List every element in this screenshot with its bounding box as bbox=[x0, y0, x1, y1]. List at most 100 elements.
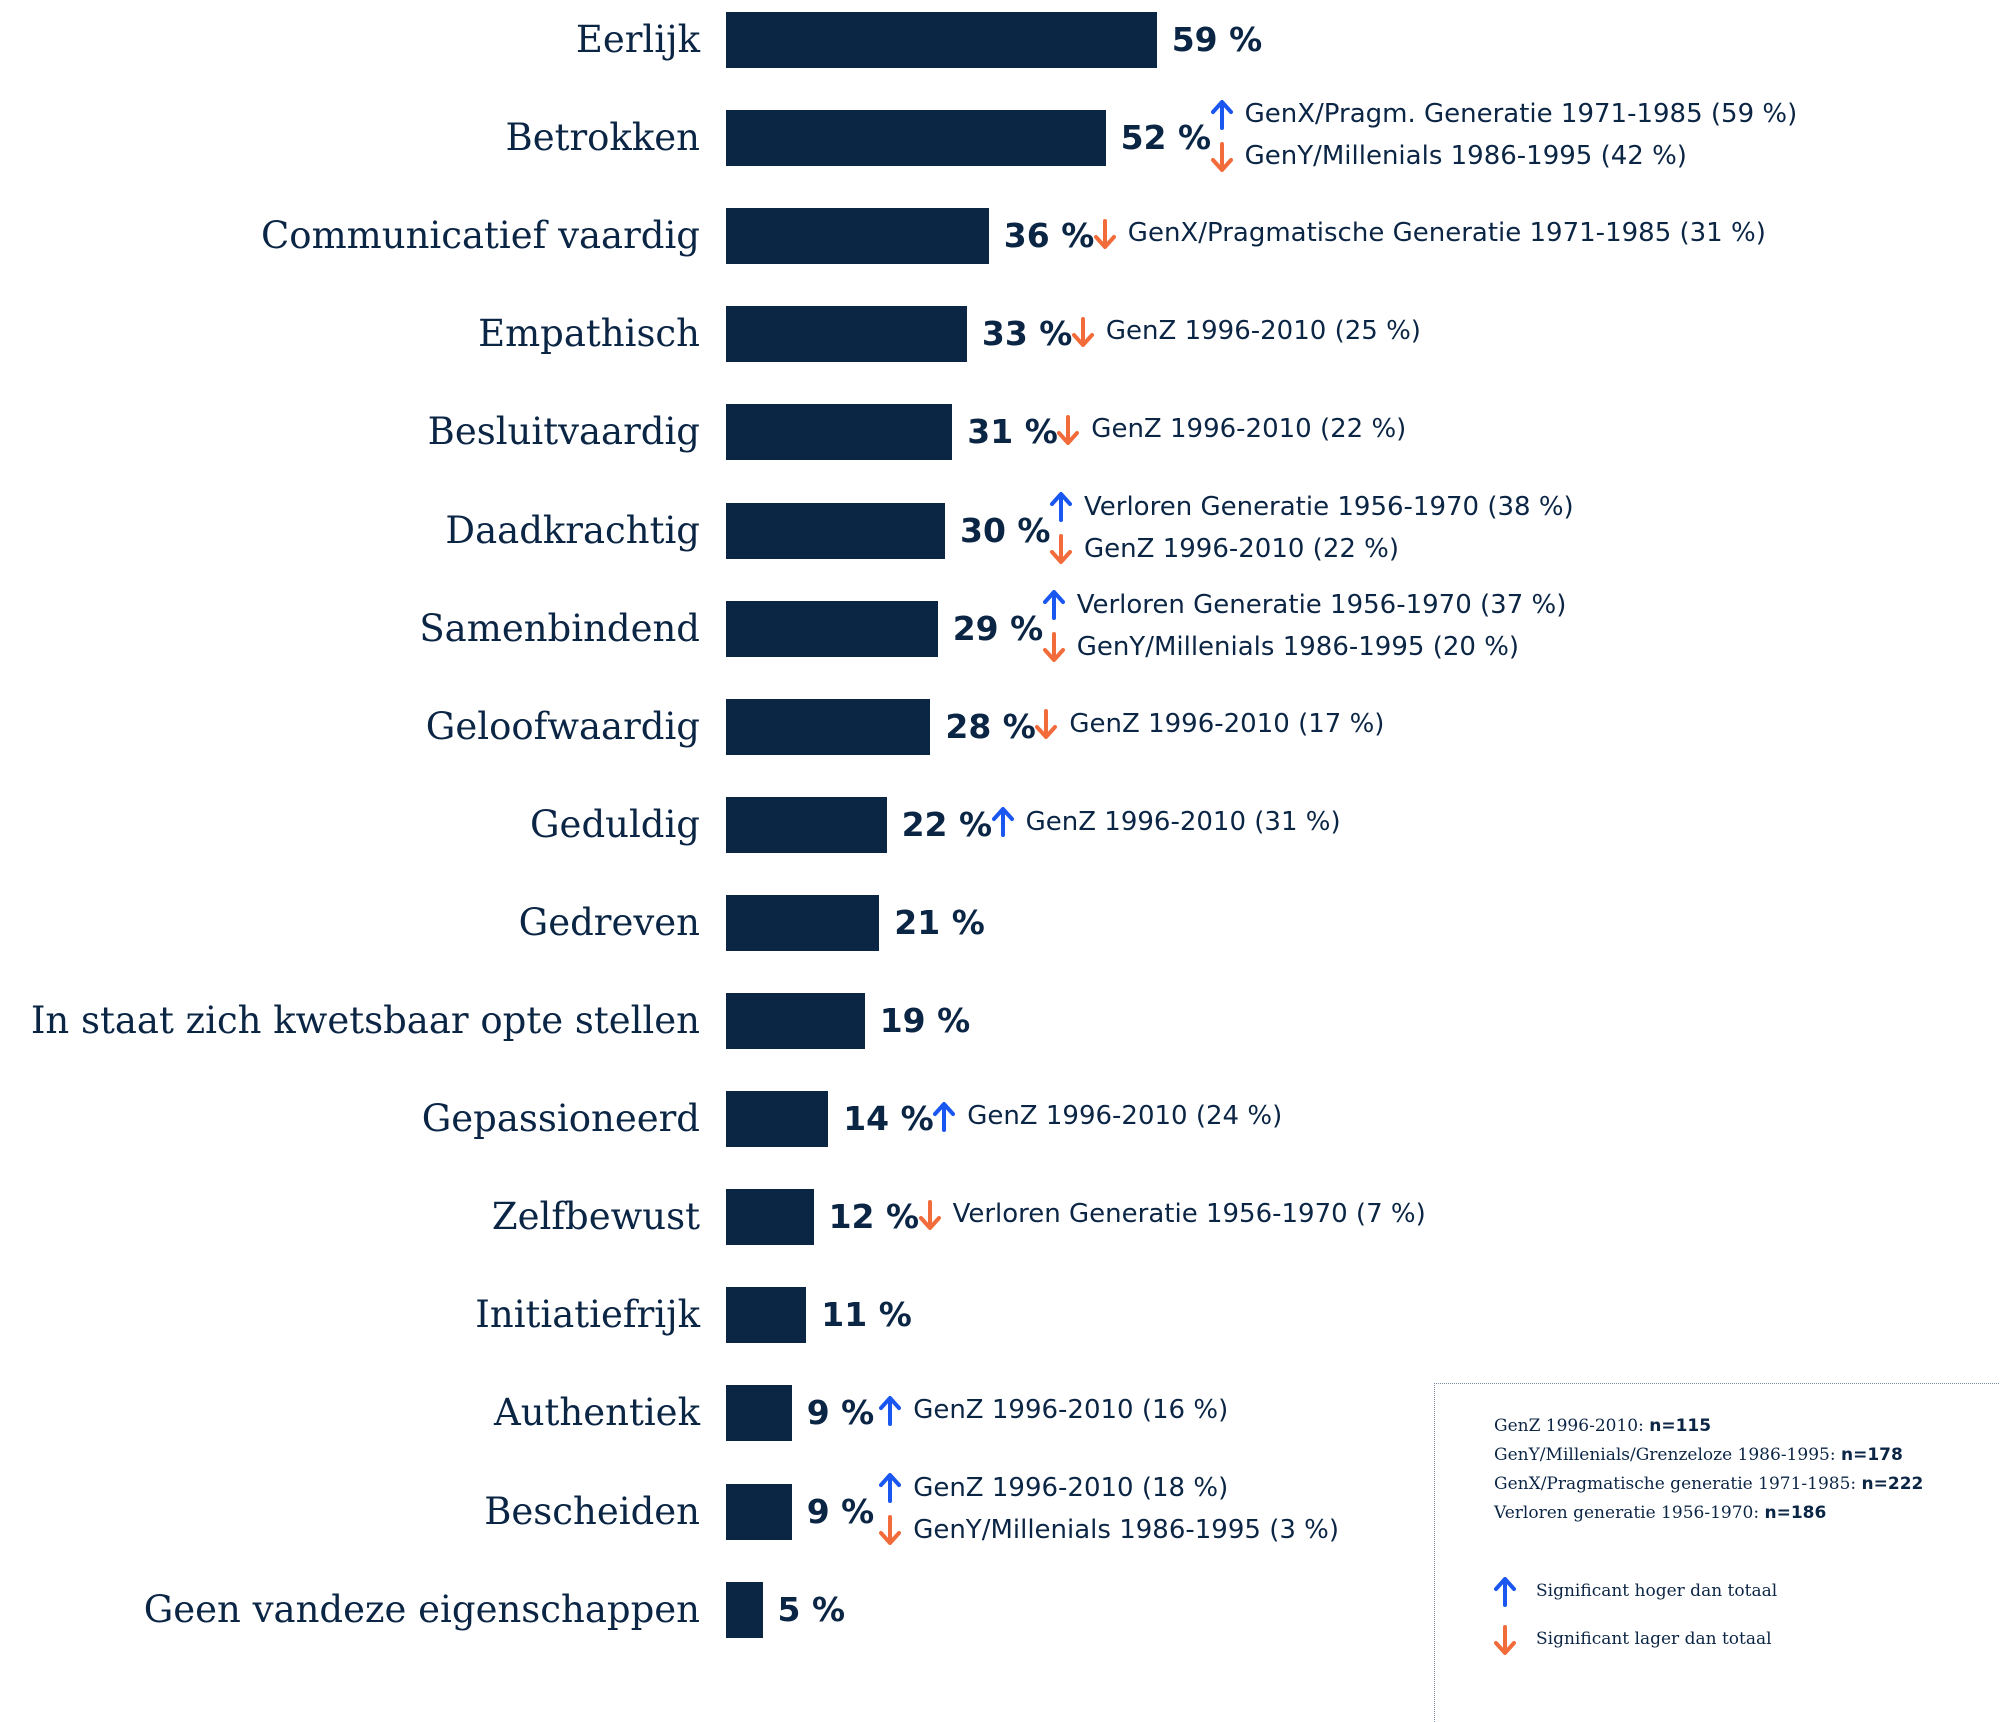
significance-note: Verloren Generatie 1956-1970 (7 %) bbox=[918, 1194, 1426, 1234]
bar bbox=[726, 600, 938, 657]
arrow-up-icon bbox=[879, 1395, 902, 1426]
legend-key-higher: Significant hoger dan totaal bbox=[1494, 1573, 1777, 1609]
arrow-up-icon bbox=[879, 1473, 902, 1503]
significance-note: Verloren Generatie 1956-1970 (38 %) bbox=[1050, 487, 1574, 527]
arrow-up-icon bbox=[1494, 1576, 1516, 1607]
legend-sample-label: GenY/Millenials/Grenzeloze 1986-1995: bbox=[1494, 1445, 1841, 1465]
category-label: Zelfbewust bbox=[491, 1195, 700, 1239]
significance-text: GenZ 1996-2010 (25 %) bbox=[1105, 316, 1421, 347]
legend bbox=[1434, 1383, 2000, 1722]
value-label: 33 % bbox=[981, 314, 1073, 354]
category-label: Gepassioneerd bbox=[421, 1097, 700, 1141]
legend-key-text: Significant lager dan totaal bbox=[1536, 1629, 1772, 1649]
arrow-down-icon bbox=[1494, 1624, 1516, 1655]
significance-note: Verloren Generatie 1956-1970 (37 %) bbox=[1042, 585, 1567, 625]
bar bbox=[726, 1385, 792, 1442]
category-label: Gedreven bbox=[518, 900, 700, 944]
category-label: Besluitvaardig bbox=[427, 410, 700, 454]
significance-note: GenZ 1996-2010 (22 %) bbox=[1050, 529, 1399, 569]
arrow-down-icon bbox=[918, 1199, 941, 1230]
category-label: Communicatief vaardig bbox=[261, 214, 700, 258]
significance-text: GenZ 1996-2010 (22 %) bbox=[1091, 414, 1407, 445]
value-label: 9 % bbox=[806, 1491, 875, 1531]
category-label: Eerlijk bbox=[575, 18, 700, 61]
significance-note: GenY/Millenials 1986-1995 (3 %) bbox=[879, 1510, 1339, 1550]
bar bbox=[726, 1483, 792, 1540]
significance-note: GenZ 1996-2010 (24 %) bbox=[933, 1096, 1282, 1136]
value-label: 19 % bbox=[879, 1001, 971, 1040]
legend-sample-label: Verloren generatie 1956-1970: bbox=[1494, 1503, 1765, 1523]
significance-text: GenZ 1996-2010 (18 %) bbox=[913, 1472, 1229, 1503]
legend-sample-n: n=178 bbox=[1840, 1445, 1903, 1465]
bar bbox=[726, 1091, 829, 1148]
bar bbox=[726, 404, 953, 461]
value-label: 29 % bbox=[952, 608, 1044, 648]
significance-text: GenZ 1996-2010 (16 %) bbox=[913, 1395, 1229, 1426]
significance-note: GenX/Pragmatische Generatie 1971-1985 (3… bbox=[1093, 213, 1766, 253]
bar bbox=[726, 796, 887, 853]
bar bbox=[726, 502, 945, 559]
bar bbox=[726, 1287, 807, 1344]
arrow-down-icon bbox=[1210, 141, 1233, 172]
significance-note: GenX/Pragm. Generatie 1971-1985 (59 %) bbox=[1210, 94, 1798, 134]
significance-text: GenZ 1996-2010 (31 %) bbox=[1025, 806, 1341, 837]
category-label: Geduldig bbox=[529, 802, 700, 846]
significance-note: GenY/Millenials 1986-1995 (42 %) bbox=[1210, 136, 1687, 176]
legend-key-text: Significant hoger dan totaal bbox=[1536, 1581, 1778, 1601]
arrow-down-icon bbox=[1050, 534, 1072, 564]
category-label: In staat zich kwetsbaar opte stellen bbox=[30, 999, 700, 1042]
significance-text: GenY/Millenials 1986-1995 (20 %) bbox=[1076, 631, 1520, 662]
significance-note: GenZ 1996-2010 (31 %) bbox=[991, 802, 1341, 842]
significance-note: GenZ 1996-2010 (17 %) bbox=[1035, 704, 1384, 744]
category-label: Samenbindend bbox=[419, 606, 700, 650]
legend-sample-size: GenX/Pragmatische generatie 1971-1985: n… bbox=[1494, 1470, 1923, 1498]
legend-key-lower: Significant lager dan totaal bbox=[1494, 1621, 1772, 1657]
significance-text: Verloren Generatie 1956-1970 (37 %) bbox=[1076, 589, 1567, 620]
significance-text: GenZ 1996-2010 (24 %) bbox=[967, 1101, 1283, 1132]
category-label: Initiatiefrijk bbox=[475, 1293, 700, 1337]
arrow-down-icon bbox=[1042, 632, 1065, 663]
bar bbox=[726, 1581, 763, 1638]
category-label: Geen vandeze eigenschappen bbox=[143, 1587, 700, 1631]
arrow-up-icon bbox=[1210, 99, 1233, 130]
bar bbox=[726, 993, 865, 1049]
arrow-up-icon bbox=[1050, 492, 1072, 522]
legend-sample-size: Verloren generatie 1956-1970: n=186 bbox=[1494, 1499, 1826, 1527]
significance-text: Verloren Generatie 1956-1970 (7 %) bbox=[952, 1199, 1426, 1230]
category-label: Geloofwaardig bbox=[425, 704, 700, 748]
value-label: 12 % bbox=[828, 1197, 920, 1237]
arrow-down-icon bbox=[1035, 709, 1058, 740]
bar bbox=[726, 12, 1157, 68]
category-label: Daadkrachtig bbox=[445, 508, 700, 552]
significance-text: Verloren Generatie 1956-1970 (38 %) bbox=[1084, 491, 1574, 522]
significance-text: GenY/Millenials 1986-1995 (3 %) bbox=[913, 1514, 1340, 1545]
value-label: 22 % bbox=[901, 804, 993, 844]
significance-note: GenZ 1996-2010 (22 %) bbox=[1057, 409, 1406, 449]
arrow-down-icon bbox=[1057, 414, 1080, 445]
value-label: 28 % bbox=[945, 706, 1036, 746]
significance-note: GenZ 1996-2010 (25 %) bbox=[1071, 311, 1421, 351]
significance-text: GenX/Pragmatische Generatie 1971-1985 (3… bbox=[1127, 218, 1766, 249]
value-label: 14 % bbox=[843, 1099, 934, 1139]
significance-note: GenZ 1996-2010 (16 %) bbox=[879, 1390, 1228, 1430]
value-label: 21 % bbox=[894, 902, 985, 942]
value-label: 59 % bbox=[1171, 20, 1263, 59]
significance-note: GenY/Millenials 1986-1995 (20 %) bbox=[1042, 627, 1520, 667]
value-label: 31 % bbox=[967, 412, 1058, 452]
legend-sample-size: GenZ 1996-2010: n=115 bbox=[1494, 1412, 1711, 1440]
bar bbox=[726, 208, 989, 265]
bar bbox=[726, 894, 880, 951]
category-label: Betrokken bbox=[505, 116, 701, 160]
significance-note: GenZ 1996-2010 (18 %) bbox=[879, 1468, 1228, 1508]
value-label: 30 % bbox=[960, 510, 1051, 550]
value-label: 5 % bbox=[777, 1589, 846, 1629]
value-label: 9 % bbox=[806, 1393, 875, 1433]
legend-sample-size: GenY/Millenials/Grenzeloze 1986-1995: n=… bbox=[1494, 1441, 1903, 1469]
legend-sample-n: n=186 bbox=[1764, 1503, 1827, 1523]
arrow-down-icon bbox=[879, 1515, 902, 1545]
value-label: 52 % bbox=[1120, 118, 1212, 158]
bar bbox=[726, 1189, 814, 1246]
significance-text: GenX/Pragm. Generatie 1971-1985 (59 %) bbox=[1244, 99, 1798, 130]
legend-sample-n: n=115 bbox=[1649, 1416, 1712, 1436]
